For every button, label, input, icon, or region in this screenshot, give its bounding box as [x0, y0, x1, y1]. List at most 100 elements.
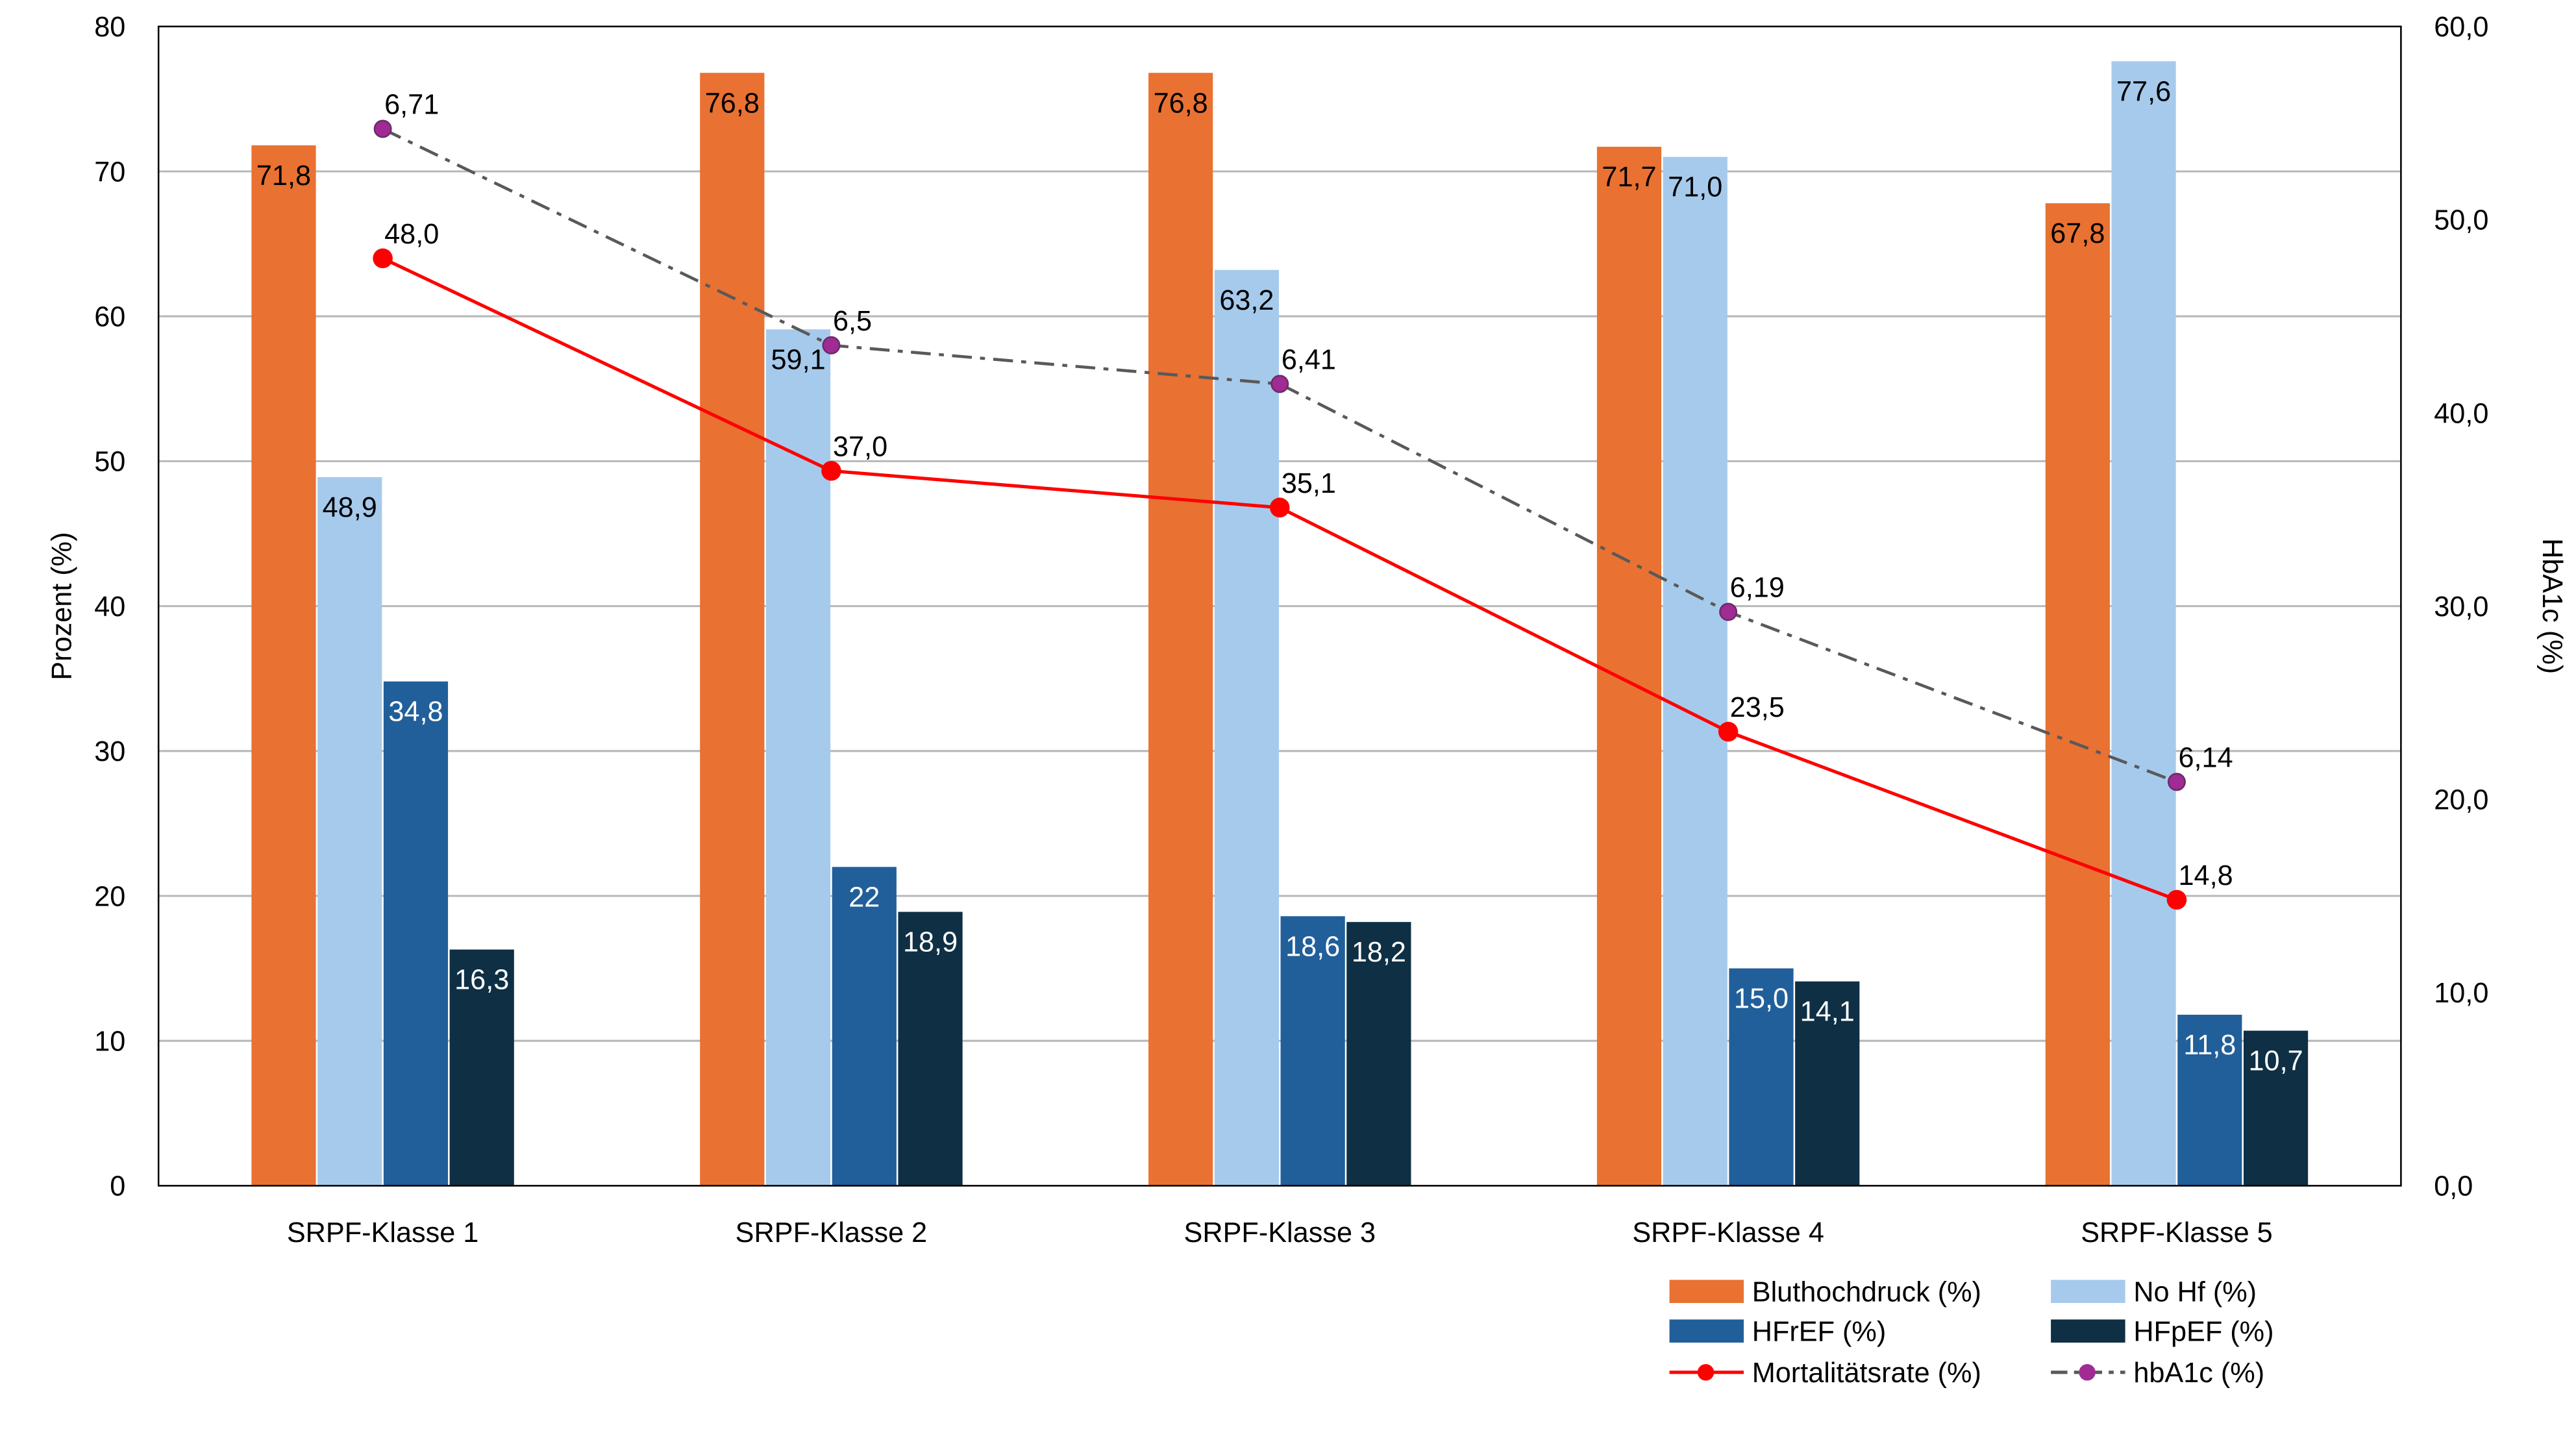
line-marker	[2167, 773, 2186, 791]
line-marker	[821, 461, 841, 481]
line-marker	[373, 119, 392, 138]
y-tick-label: 40	[94, 591, 125, 623]
y-right-tick-label: 20,0	[2434, 784, 2488, 815]
line-marker	[373, 248, 393, 269]
bar-data-label: 34,8	[388, 697, 443, 728]
bar-data-label: 71,0	[1668, 172, 1722, 203]
bar	[1346, 922, 1411, 1186]
line-marker	[1270, 375, 1289, 393]
bar	[251, 145, 316, 1186]
legend-label: HFpEF (%)	[2133, 1316, 2273, 1347]
line-marker	[1718, 721, 1739, 742]
series-line	[382, 127, 2177, 784]
bar-data-label: 14,1	[1800, 997, 1855, 1028]
y-tick-label: 10	[94, 1026, 125, 1057]
bars: 71,8 76,8 76,8 71,7 67,8 48,9 59,1 63,2 71,0 77,6…	[251, 61, 2309, 1186]
plot-frame	[157, 25, 2402, 1187]
line-data-label: 6,71	[384, 90, 439, 121]
bar-data-label: 76,8	[705, 88, 760, 119]
bar-data-label: 67,8	[2050, 218, 2105, 249]
bar	[1663, 156, 1728, 1186]
bar-data-label: 76,8	[1154, 88, 1208, 119]
line-marker	[1270, 497, 1290, 518]
y-tick-label: 80	[94, 12, 125, 43]
x-tick-label: SRPF-Klasse 4	[1632, 1217, 1824, 1248]
bar-data-label: 18,6	[1285, 931, 1340, 962]
legend-swatch	[1669, 1319, 1744, 1343]
line-data-label: 6,5	[833, 306, 872, 337]
line-marker	[822, 336, 841, 354]
line-data-label: 23,5	[1730, 692, 1785, 723]
legend-label: Mortalitätsrate (%)	[1752, 1358, 1981, 1389]
bar-data-label: 11,8	[2183, 1030, 2236, 1061]
bar	[317, 477, 382, 1186]
axes: 0 10 20 30 40 50 60 70 80 0,0 10,0 20,0 30,0 40,0 50,0…	[94, 12, 2488, 1248]
legend-label: Bluthochdruck (%)	[1752, 1276, 1981, 1308]
bar-data-label: 71,8	[256, 160, 311, 192]
y-tick-label: 0	[110, 1171, 125, 1202]
legend-label: hbA1c (%)	[2133, 1358, 2264, 1389]
bar	[2111, 61, 2176, 1186]
y-axis-right-title: HbA1c (%)	[2536, 538, 2568, 674]
bar	[1148, 73, 1213, 1186]
legend-swatch	[2051, 1280, 2125, 1303]
bar-data-label: 18,9	[903, 927, 958, 958]
bar-data-label: 59,1	[771, 344, 825, 375]
gridlines	[158, 170, 2401, 1042]
y-tick-label: 30	[94, 736, 125, 767]
bar	[1280, 916, 1345, 1186]
line-marker	[1719, 602, 1738, 621]
bar	[2243, 1030, 2309, 1186]
bar	[832, 867, 897, 1186]
y-tick-label: 70	[94, 156, 125, 188]
y-right-tick-label: 0,0	[2434, 1171, 2473, 1202]
x-tick-label: SRPF-Klasse 2	[736, 1217, 928, 1248]
x-tick-label: SRPF-Klasse 3	[1184, 1217, 1376, 1248]
legend-marker	[2079, 1364, 2096, 1381]
bar	[2045, 203, 2110, 1186]
y-tick-label: 60	[94, 301, 125, 332]
bar-data-label: 10,7	[2248, 1046, 2303, 1077]
y-tick-label: 20	[94, 881, 125, 912]
legend-swatch	[2051, 1319, 2125, 1343]
line-data-label: 6,14	[2179, 743, 2233, 774]
y-right-tick-label: 10,0	[2434, 978, 2488, 1009]
line-marker	[2166, 889, 2187, 910]
y-axis-title: Prozent (%)	[46, 532, 77, 680]
bar	[449, 949, 514, 1186]
y-tick-label: 50	[94, 447, 125, 478]
x-tick-label: SRPF-Klasse 1	[287, 1217, 479, 1248]
x-tick-label: SRPF-Klasse 5	[2081, 1217, 2273, 1248]
line-data-label: 14,8	[2179, 860, 2233, 891]
bar-data-label: 15,0	[1734, 984, 1789, 1015]
bar	[2177, 1015, 2242, 1186]
bar	[383, 681, 449, 1186]
bar	[1795, 981, 1860, 1186]
bar	[898, 912, 963, 1186]
lines: 48,0 37,0 35,1 23,5 14,8 6,71 6,5 6,41 6,19 6,14	[373, 90, 2233, 910]
bar	[765, 329, 831, 1186]
legend-marker	[1697, 1364, 1715, 1381]
legend-label: HFrEF (%)	[1752, 1316, 1887, 1347]
line-data-label: 6,41	[1282, 344, 1336, 375]
legend-swatch	[1669, 1280, 1744, 1303]
bar-data-label: 77,6	[2116, 76, 2171, 107]
y-right-tick-label: 40,0	[2434, 398, 2488, 429]
y-right-tick-label: 50,0	[2434, 205, 2488, 236]
bar-data-label: 16,3	[454, 965, 509, 996]
bar	[1214, 269, 1280, 1186]
bar-data-label: 48,9	[323, 492, 377, 523]
bar	[1596, 147, 1662, 1186]
bar-data-label: 71,7	[1602, 162, 1656, 193]
series-line	[382, 256, 2177, 902]
y-right-tick-label: 60,0	[2434, 12, 2488, 43]
legend: Bluthochdruck (%) No Hf (%) HFrEF (%) HFpEF…	[1669, 1276, 2274, 1389]
bar-data-label: 18,2	[1352, 937, 1406, 968]
line-data-label: 37,0	[833, 431, 887, 462]
bar-data-label: 22	[848, 882, 880, 913]
legend-label: No Hf (%)	[2133, 1276, 2257, 1308]
bar	[700, 73, 765, 1186]
bar-data-label: 63,2	[1219, 285, 1274, 316]
line-data-label: 48,0	[384, 219, 439, 250]
